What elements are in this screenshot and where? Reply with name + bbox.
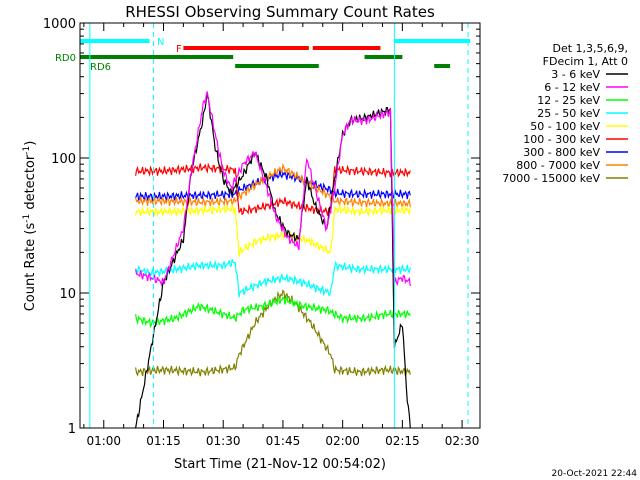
x-tick-label-4: 02:00	[325, 434, 360, 448]
state-bars-layer: N F RD0 RD6	[55, 37, 471, 73]
legend-label-100-300-kev: 100 - 300 keV	[523, 133, 600, 146]
series-layer	[135, 91, 411, 429]
chart-title: RHESSI Observing Summary Count Rates	[125, 3, 435, 21]
state-label-rd6: RD6	[90, 62, 111, 73]
series-line-50-100-kev	[135, 202, 411, 257]
legend-label-300-800-kev: 300 - 800 keV	[523, 146, 600, 159]
series-line-3-6-kev	[135, 92, 411, 429]
x-tick-label-1: 01:15	[146, 434, 181, 448]
footer-timestamp: 20-Oct-2021 22:44	[552, 469, 638, 479]
y-axis-label: Count Rate (s-1 detector-1)	[22, 141, 38, 312]
y-tick-label-1: 10	[59, 287, 76, 302]
plot-frame	[79, 22, 481, 429]
y-axis: 1 10 100 1000	[43, 17, 480, 437]
legend-label-7000-15000-kev: 7000 - 15000 keV	[502, 172, 600, 185]
series-line-6-12-kev	[135, 91, 411, 287]
x-tick-label-6: 02:30	[445, 434, 480, 448]
legend-header-line-2: FDecim 1, Att 0	[543, 55, 628, 68]
state-label-rd0: RD0	[55, 53, 76, 64]
x-axis-label: Start Time (21-Nov-12 00:54:02)	[174, 457, 386, 472]
series-line-300-800-kev	[135, 170, 411, 202]
vertical-lines-layer	[89, 23, 469, 428]
x-tick-label-3: 01:45	[266, 434, 301, 448]
legend-label-800-7000-kev: 800 - 7000 keV	[516, 159, 600, 172]
legend-header-line-1: Det 1,3,5,6,9,	[552, 42, 628, 55]
y-tick-label-2: 100	[51, 152, 76, 167]
legend-label-6-12-kev: 6 - 12 keV	[544, 81, 600, 94]
y-tick-label-3: 1000	[43, 17, 76, 32]
x-tick-label-2: 01:30	[206, 434, 241, 448]
series-line-800-7000-kev	[135, 162, 411, 209]
state-label-f: F	[176, 44, 182, 55]
y-tick-label-0: 1	[68, 422, 76, 437]
x-tick-label-0: 01:00	[86, 434, 121, 448]
x-tick-label-5: 02:15	[385, 434, 420, 448]
legend-label-25-50-kev: 25 - 50 keV	[537, 107, 600, 120]
x-axis: 01:00 01:15 01:30 01:45 02:00 02:15 02:30	[83, 23, 480, 448]
state-label-n: N	[157, 37, 164, 48]
series-line-12-25-kev	[135, 294, 411, 329]
legend-label-3-6-kev: 3 - 6 keV	[551, 68, 600, 81]
legend-label-50-100-kev: 50 - 100 keV	[530, 120, 600, 133]
series-line-25-50-kev	[135, 259, 411, 298]
legend: Det 1,3,5,6,9, FDecim 1, Att 0 3 - 6 keV…	[502, 42, 628, 185]
legend-label-12-25-kev: 12 - 25 keV	[537, 94, 600, 107]
